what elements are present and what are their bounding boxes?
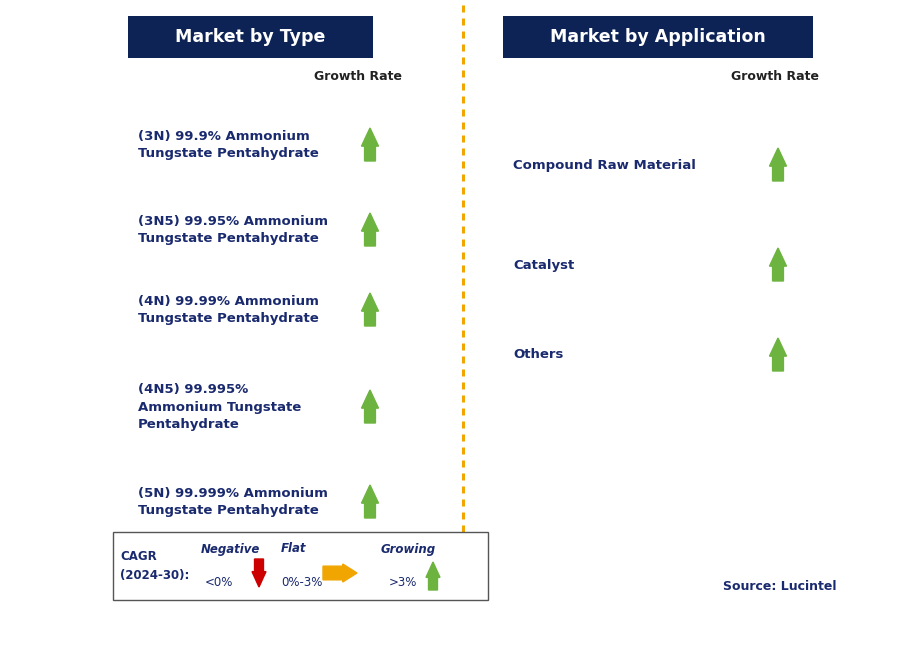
Text: (3N5) 99.95% Ammonium
Tungstate Pentahydrate: (3N5) 99.95% Ammonium Tungstate Pentahyd… [138, 215, 328, 245]
Text: Negative: Negative [201, 542, 260, 555]
Polygon shape [252, 559, 266, 587]
Text: Growth Rate: Growth Rate [731, 71, 819, 83]
Polygon shape [770, 148, 787, 181]
Polygon shape [770, 338, 787, 371]
Text: (4N) 99.99% Ammonium
Tungstate Pentahydrate: (4N) 99.99% Ammonium Tungstate Pentahydr… [138, 295, 319, 326]
Text: Flat: Flat [281, 542, 306, 555]
Text: >3%: >3% [389, 576, 418, 588]
Text: Market by Application: Market by Application [550, 28, 766, 46]
Text: <0%: <0% [205, 576, 233, 588]
Text: (5N) 99.999% Ammonium
Tungstate Pentahydrate: (5N) 99.999% Ammonium Tungstate Pentahyd… [138, 487, 328, 517]
FancyBboxPatch shape [128, 16, 373, 58]
Text: Compound Raw Material: Compound Raw Material [513, 159, 696, 172]
Polygon shape [426, 562, 440, 590]
Text: (4N5) 99.995%
Ammonium Tungstate
Pentahydrate: (4N5) 99.995% Ammonium Tungstate Pentahy… [138, 383, 302, 431]
Polygon shape [362, 128, 378, 161]
FancyBboxPatch shape [503, 16, 813, 58]
Polygon shape [362, 485, 378, 518]
FancyBboxPatch shape [113, 532, 488, 600]
Polygon shape [770, 248, 787, 281]
Text: Market by Type: Market by Type [175, 28, 325, 46]
Text: CAGR
(2024-30):: CAGR (2024-30): [120, 550, 189, 582]
Polygon shape [362, 213, 378, 246]
Text: Growth Rate: Growth Rate [314, 71, 402, 83]
Polygon shape [362, 390, 378, 423]
Text: 0%-3%: 0%-3% [281, 576, 323, 588]
Polygon shape [362, 293, 378, 326]
Text: (3N) 99.9% Ammonium
Tungstate Pentahydrate: (3N) 99.9% Ammonium Tungstate Pentahydra… [138, 130, 319, 160]
Text: Catalyst: Catalyst [513, 259, 574, 272]
Text: Growing: Growing [381, 542, 436, 555]
Text: Source: Lucintel: Source: Lucintel [723, 580, 836, 593]
Text: Others: Others [513, 348, 563, 362]
Polygon shape [323, 564, 357, 582]
